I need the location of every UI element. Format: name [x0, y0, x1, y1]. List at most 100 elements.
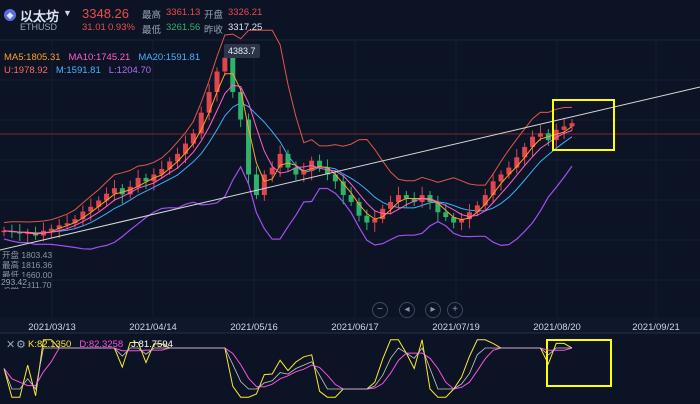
candle-body — [317, 160, 323, 168]
candle-body — [356, 201, 362, 216]
candle-body — [48, 228, 54, 231]
prev-close-label: 昨收 — [204, 25, 224, 36]
candle-body — [198, 112, 204, 134]
candle-body — [285, 153, 291, 168]
candle-body — [56, 225, 62, 229]
boll-u-label: U:1978.92 — [4, 65, 48, 76]
candle-body — [522, 147, 528, 158]
boll-m-label: M:1591.81 — [55, 65, 101, 76]
candle-body — [435, 201, 441, 213]
x-tick-label: 2021/09/21 — [632, 322, 680, 333]
candle-body — [324, 167, 330, 175]
left-price-tag: 293.42 — [0, 277, 28, 287]
pan-right-button[interactable]: ▸ — [425, 302, 441, 318]
candle-body — [72, 219, 78, 224]
candle-body — [88, 206, 94, 212]
candle-body — [553, 129, 559, 141]
open-label: 开盘 — [204, 10, 224, 21]
candle-body — [474, 205, 480, 213]
price-change-pct: 0.93% — [108, 22, 135, 33]
candle-body — [17, 232, 23, 234]
high-label: 最高 — [142, 10, 162, 21]
settings-icon[interactable]: ⚙ — [16, 339, 26, 351]
x-tick-label: 2021/08/20 — [533, 322, 581, 333]
x-tick-label: 2021/03/13 — [28, 322, 76, 333]
candle-body — [340, 181, 346, 196]
low-label: 最低 — [142, 25, 162, 36]
eth-logo-icon: ◆ — [4, 9, 16, 21]
close-icon[interactable]: ✕ — [6, 339, 16, 351]
candle-body — [332, 174, 338, 182]
candle-body — [135, 177, 141, 187]
candle-body — [403, 195, 409, 199]
ohlc-open: 开盘 1803.43 — [2, 250, 53, 260]
candle-body — [214, 71, 220, 93]
symbol-label: ETHUSD — [20, 22, 58, 32]
pan-left-button[interactable]: ◂ — [399, 302, 415, 318]
candle-body — [459, 219, 465, 223]
candle-body — [222, 57, 228, 72]
candle-body — [506, 167, 512, 175]
candle-body — [64, 223, 70, 226]
chevron-down-icon[interactable]: ▼ — [63, 8, 72, 18]
candle-body — [301, 171, 307, 175]
peak-price-tag: 4383.7 — [224, 44, 260, 58]
candle-body — [388, 201, 394, 209]
candle-body — [167, 161, 173, 169]
candle-body — [482, 195, 488, 206]
candle-body — [498, 174, 504, 182]
x-tick-label: 2021/07/19 — [432, 322, 480, 333]
candle-body — [127, 186, 133, 195]
candle-body — [25, 232, 31, 234]
candle-body — [411, 198, 417, 202]
kdj-legend: K:82.1350 D:82.3258 J:81.7594 — [28, 339, 173, 350]
ohlc-high: 最高 1816.36 — [2, 260, 53, 270]
candle-body — [277, 153, 283, 168]
kdj-k-line — [3, 347, 572, 390]
highlight-box-price — [552, 99, 615, 151]
kdj-k-label: K:82.1350 — [28, 339, 72, 350]
price-change: 31.01 — [82, 22, 106, 33]
candle-body — [569, 123, 575, 127]
boll-lower-line — [3, 165, 573, 250]
candle-body — [561, 126, 567, 130]
kdj-j-label: J:81.7594 — [131, 339, 173, 350]
x-tick-label: 2021/05/16 — [230, 322, 278, 333]
candle-body — [1, 230, 7, 233]
candle-body — [530, 136, 536, 147]
candle-body — [293, 167, 299, 175]
ma5-label: MA5:1805.31 — [4, 52, 61, 63]
candle-body — [537, 133, 543, 137]
open-value: 3326.21 — [228, 7, 263, 18]
ma5-line — [3, 73, 573, 235]
candle-body — [514, 157, 520, 168]
candle-body — [175, 153, 181, 162]
candle-body — [111, 188, 117, 194]
candle-body — [490, 181, 496, 196]
ma10-label: MA10:1745.21 — [68, 52, 131, 63]
candle-body — [159, 168, 165, 175]
candle-body — [261, 174, 267, 196]
highlight-box-kdj — [546, 339, 612, 387]
candle-body — [348, 195, 354, 202]
candle-body — [395, 195, 401, 202]
candle-body — [96, 200, 102, 207]
zoom-in-button[interactable]: + — [447, 302, 463, 318]
zoom-out-button[interactable]: − — [372, 302, 388, 318]
boll-upper-line — [3, 29, 573, 223]
ohlc-low: 最低 1660.00 — [2, 270, 53, 280]
candle-body — [443, 212, 449, 218]
candle-body — [253, 174, 259, 196]
candle-body — [466, 212, 472, 220]
candle-body — [104, 193, 110, 201]
candle-body — [364, 215, 370, 223]
prev-close-value: 3317.25 — [228, 22, 263, 33]
ma20-label: MA20:1591.81 — [138, 52, 201, 63]
candle-body — [80, 211, 86, 220]
candle-body — [246, 119, 252, 175]
x-tick-label: 2021/04/14 — [129, 322, 177, 333]
asset-name[interactable]: 以太坊 — [20, 9, 60, 24]
candle-body — [143, 177, 149, 182]
